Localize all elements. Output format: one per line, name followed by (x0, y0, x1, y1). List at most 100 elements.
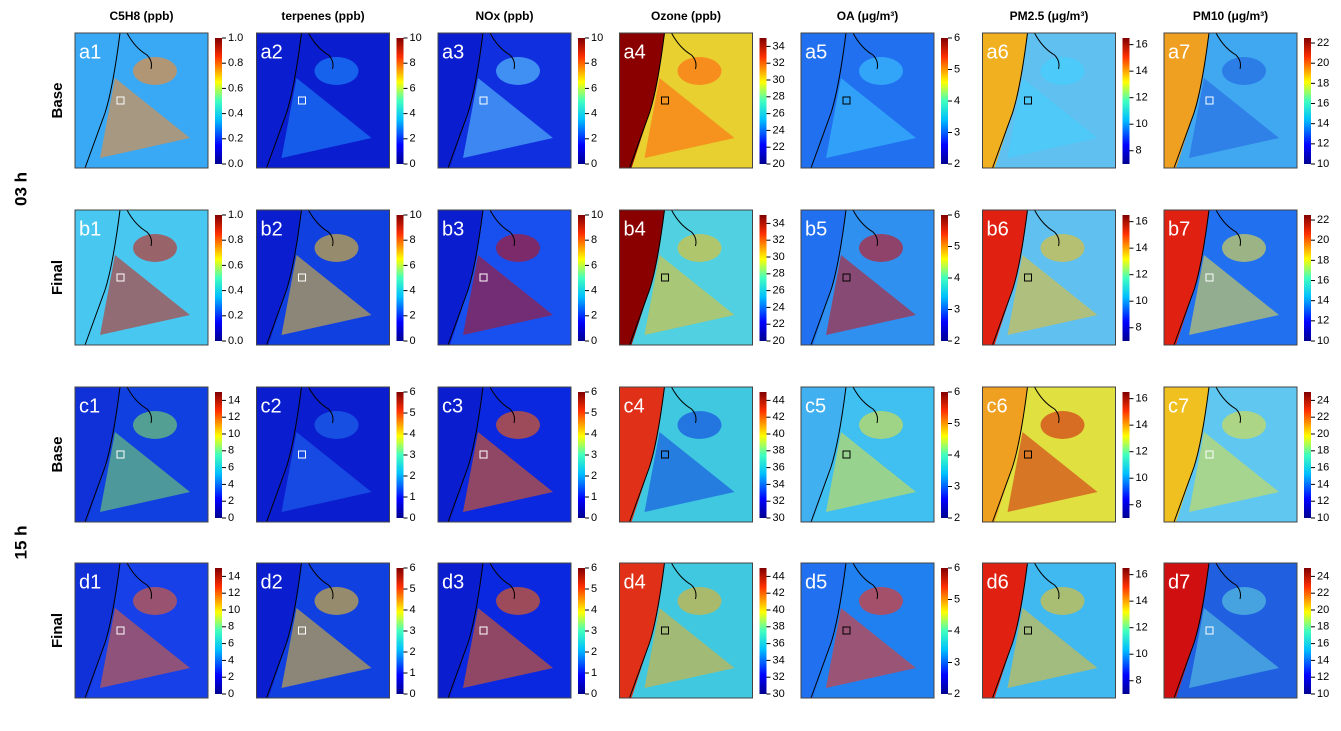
hotspot-core (314, 57, 359, 85)
hour-label: 03 h (11, 172, 30, 206)
colorbar-tick-label: 30 (773, 251, 785, 263)
colorbar-tick-label: 14 (1136, 65, 1148, 77)
panel-frame (437, 386, 572, 523)
colorbar-tick-label: 0 (591, 688, 597, 700)
map-panel (982, 209, 1116, 346)
colorbar-tick-label: 10 (1136, 472, 1148, 484)
column-header: Ozone (ppb) (651, 9, 721, 23)
colorbar-tick-label: 2 (591, 646, 597, 658)
colorbar-tick-label: 30 (773, 688, 785, 700)
colorbar-tick-label: 2 (410, 470, 416, 482)
coastline (629, 32, 697, 169)
colorbar-tick-label: 2 (228, 671, 234, 683)
panel-label: d4 (624, 571, 646, 593)
hotspot-core (1040, 587, 1085, 615)
colorbar-tick-label: 28 (773, 91, 785, 103)
colorbar-tick-label: 14 (1317, 654, 1329, 666)
colorbar-tick-label: 5 (591, 407, 597, 419)
panel-frame (1163, 32, 1298, 169)
coastline (992, 32, 1060, 169)
site-marker (298, 96, 306, 105)
hotspot-core (677, 234, 722, 262)
panel-frame (619, 209, 753, 346)
colorbar-tick-label: 10 (1136, 295, 1148, 307)
map-panel (437, 386, 572, 523)
colorbar-tick-label: 12 (1317, 495, 1329, 507)
panel-frame (619, 32, 753, 169)
hotspot-core (1222, 57, 1266, 85)
hotspot (644, 255, 735, 335)
map-panel (800, 386, 935, 523)
panel-label: a1 (79, 41, 101, 63)
site-marker (661, 273, 669, 282)
colorbar-tick-label: 1 (410, 667, 416, 679)
panel-label: b3 (442, 218, 464, 240)
hotspot-core (1040, 411, 1085, 439)
colorbar-tick-label: 8 (591, 57, 597, 69)
hotspot-core (859, 411, 903, 439)
panel-frame (800, 562, 935, 699)
colorbar-tick-label: 6 (591, 82, 597, 94)
colorbar-tick-label: 5 (410, 407, 416, 419)
colorbar-tick-label: 14 (228, 570, 240, 582)
site-marker (842, 96, 851, 105)
hotspot (281, 78, 372, 158)
hotspot-core (496, 587, 540, 615)
colorbar-tick-label: 4 (954, 272, 960, 284)
coastline (810, 386, 878, 523)
ocean (75, 563, 120, 698)
colorbar-tick-label: 44 (773, 570, 785, 582)
colorbar-tick-label: 34 (773, 654, 785, 666)
colorbar-tick-label: 0 (228, 688, 234, 700)
colorbar-tick-label: 10 (1317, 335, 1329, 347)
colorbar (941, 38, 948, 164)
colorbar-tick-label: 0.2 (228, 310, 243, 322)
hotspot (463, 78, 553, 158)
hotspot (644, 608, 735, 688)
map-panel (619, 386, 753, 523)
hotspot (100, 432, 190, 512)
map-panel (1163, 209, 1298, 346)
colorbar-tick-label: 8 (1136, 322, 1142, 334)
hotspot (644, 432, 735, 512)
colorbar-tick-label: 3 (954, 480, 960, 492)
map-panel (619, 32, 753, 169)
panel-frame (74, 562, 209, 699)
hotspot (281, 608, 372, 688)
hotspot (1007, 432, 1098, 512)
panel-frame (256, 209, 390, 346)
site-marker (116, 273, 125, 282)
colorbar-tick-label: 2 (954, 688, 960, 700)
colorbar (1304, 392, 1311, 518)
coastline (447, 386, 515, 523)
colorbar-tick-label: 22 (773, 318, 785, 330)
panel-frame (1163, 562, 1298, 699)
colorbar-tick-label: 2 (410, 310, 416, 322)
coastline (1173, 562, 1241, 699)
colorbar-tick-label: 6 (228, 462, 234, 474)
map-panel (619, 209, 753, 346)
colorbar-tick-label: 2 (410, 133, 416, 145)
colorbar-tick-label: 0 (410, 158, 416, 170)
colorbar-tick-label: 12 (1317, 138, 1329, 150)
colorbar-tick-label: 14 (1317, 118, 1329, 130)
panel-label: b2 (261, 218, 283, 240)
colorbar-tick-label: 2 (591, 310, 597, 322)
ocean (619, 387, 665, 522)
map-panel (1163, 386, 1298, 523)
map-panel (1163, 32, 1298, 169)
ocean (75, 210, 120, 345)
hotspot (826, 78, 916, 158)
hotspot (826, 255, 916, 335)
panel-frame (800, 32, 935, 169)
colorbar-tick-label: 26 (773, 108, 785, 120)
coastline (266, 386, 334, 523)
site-marker (116, 450, 125, 459)
coastline (1173, 209, 1241, 346)
colorbar-tick-label: 4 (954, 449, 960, 461)
hotspot-core (496, 411, 540, 439)
panel-label: c1 (79, 395, 100, 417)
ocean (1164, 33, 1209, 168)
colorbar (759, 392, 767, 518)
colorbar-tick-label: 0 (410, 335, 416, 347)
